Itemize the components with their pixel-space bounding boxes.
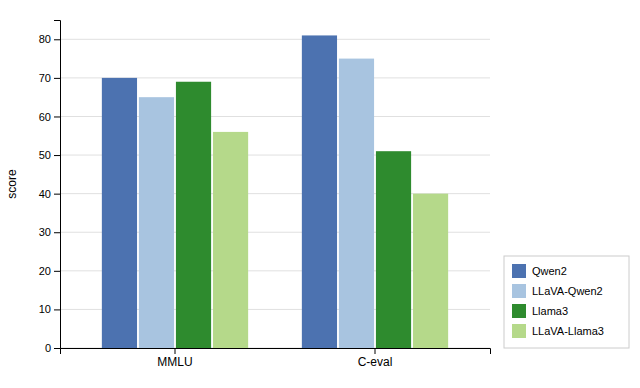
bar (339, 59, 374, 348)
legend-item: Llama3 (512, 304, 568, 318)
bar (139, 97, 174, 348)
y-tick-label: 30 (39, 226, 51, 238)
y-tick-mark (54, 271, 60, 272)
legend-swatch (512, 324, 526, 338)
y-tick-label: 40 (39, 188, 51, 200)
legend: Qwen2 LLaVA-Qwen2 Llama3 LLaVA-Llama3 (504, 256, 629, 348)
bar-series (139, 59, 374, 348)
legend-item: Qwen2 (512, 264, 567, 278)
chart: MMLU C-eval 0 10 20 30 40 50 60 70 80 score Qwen2 LLa… (0, 0, 640, 388)
plot: MMLU C-eval 0 10 20 30 40 50 60 70 80 (39, 21, 491, 369)
y-tick-mark (54, 348, 60, 349)
grid-line (60, 39, 490, 40)
x-tick-label: C-eval (358, 355, 393, 369)
legend-label: LLaVA-Qwen2 (532, 285, 603, 297)
y-tick: 20 (39, 265, 60, 277)
grid (60, 39, 490, 348)
legend-label: LLaVA-Llama3 (532, 325, 604, 337)
y-axis: 0 10 20 30 40 50 60 70 80 (39, 21, 61, 355)
y-tick-mark (54, 232, 60, 233)
x-axis: MMLU C-eval (61, 348, 491, 369)
x-tick: MMLU (157, 348, 192, 369)
y-tick-label: 20 (39, 265, 51, 277)
bar-series (213, 132, 448, 348)
y-tick-label: 70 (39, 72, 51, 84)
bar-series (102, 35, 337, 348)
y-tick: 40 (39, 188, 60, 200)
bar (213, 132, 248, 348)
y-tick-label: 60 (39, 110, 51, 122)
y-tick: 60 (39, 110, 60, 122)
bar-series (176, 82, 411, 348)
bar (376, 151, 411, 348)
x-tick-mark (375, 348, 376, 354)
legend-swatch (512, 264, 526, 278)
y-tick: 80 (39, 33, 60, 45)
y-tick-label: 50 (39, 149, 51, 161)
x-tick-label: MMLU (157, 355, 192, 369)
axis-domain (54, 21, 61, 349)
y-tick: 50 (39, 149, 60, 161)
y-tick: 30 (39, 226, 60, 238)
bars (102, 35, 448, 348)
y-tick: 0 (45, 342, 60, 354)
y-tick: 10 (39, 303, 60, 315)
y-tick-mark (54, 155, 60, 156)
y-tick-mark (54, 309, 60, 310)
y-tick-mark (54, 194, 60, 195)
y-tick-label: 0 (45, 342, 51, 354)
legend-swatch (512, 304, 526, 318)
y-tick-label: 80 (39, 33, 51, 45)
legend-frame (504, 256, 629, 348)
y-axis-title: score (5, 169, 19, 199)
y-tick-mark (54, 39, 60, 40)
axis-domain (61, 349, 491, 355)
legend-swatch (512, 284, 526, 298)
legend-item: LLaVA-Llama3 (512, 324, 604, 338)
y-tick-mark (54, 78, 60, 79)
x-tick: C-eval (358, 348, 393, 369)
x-tick-mark (175, 348, 176, 354)
bar (102, 78, 137, 348)
y-tick-label: 10 (39, 303, 51, 315)
bar (176, 82, 211, 348)
y-tick: 70 (39, 72, 60, 84)
bar (413, 194, 448, 348)
legend-label: Qwen2 (532, 265, 567, 277)
legend-label: Llama3 (532, 305, 568, 317)
y-tick-mark (54, 116, 60, 117)
legend-item: LLaVA-Qwen2 (512, 284, 603, 298)
bar (302, 35, 337, 348)
